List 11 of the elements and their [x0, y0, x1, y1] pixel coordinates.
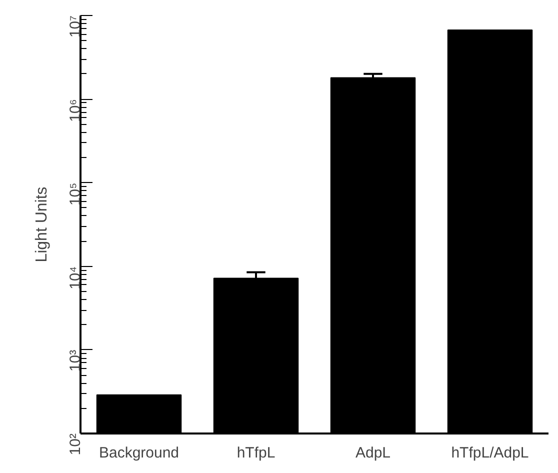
y-tick-label: 10⁵ — [67, 182, 84, 206]
y-tick-label: 10³ — [67, 350, 84, 372]
y-axis-title: Light Units — [34, 186, 50, 262]
y-tick-label: 10² — [67, 433, 84, 456]
x-tick-label: hTfpL/AdpL — [451, 444, 529, 462]
x-tick-label: AdpL — [355, 444, 391, 462]
x-tick-label: Background — [98, 444, 180, 462]
y-tick-label: 10⁷ — [67, 15, 84, 38]
y-tick-label: 10⁶ — [67, 99, 84, 122]
y-tick-label: 10⁴ — [67, 266, 84, 290]
x-tick-label: hTfpL — [236, 444, 276, 462]
